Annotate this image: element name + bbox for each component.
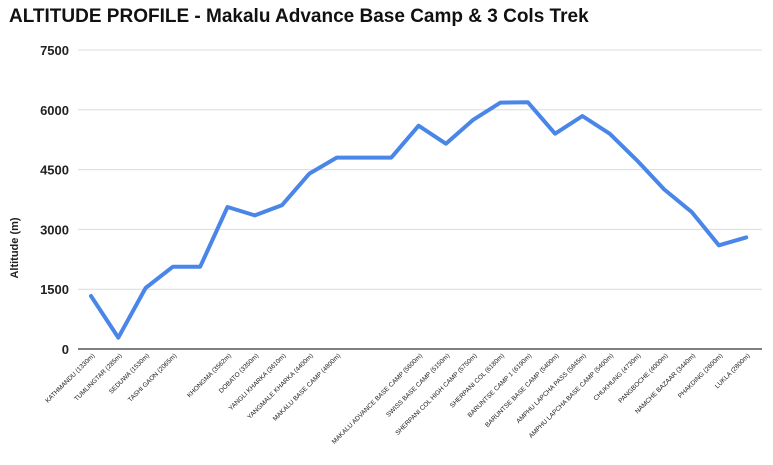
series-layer — [89, 100, 749, 340]
y-axis-ticks: 0 1500 3000 4500 6000 7500 — [40, 43, 69, 357]
y-tick-label: 7500 — [40, 43, 69, 58]
series-line — [89, 100, 749, 340]
y-tick-label: 1500 — [40, 282, 69, 297]
x-tick-label: KHONGMA (3562m) — [186, 352, 233, 399]
grid-lines — [78, 49, 762, 350]
x-tick-label: KATHMANDU (1330m) — [44, 352, 96, 404]
y-tick-label: 0 — [62, 342, 69, 357]
x-tick-label: TASHI GAON (2065m) — [127, 352, 178, 403]
x-tick-label: CHUKHUNG (4730m) — [593, 352, 643, 402]
chart-title: ALTITUDE PROFILE - Makalu Advance Base C… — [9, 6, 589, 27]
y-tick-label: 6000 — [40, 103, 69, 118]
y-axis-label: Altitude (m) — [9, 217, 21, 278]
x-axis-ticks: KATHMANDU (1330m)TUMLINGTAR (285m)SEDUWA… — [44, 352, 751, 445]
x-tick-label: TUMLINGTAR (285m) — [73, 352, 123, 402]
x-tick-label: SHERPANI COL (6180m) — [449, 352, 506, 409]
y-tick-label: 4500 — [40, 163, 69, 178]
x-tick-label: YANGLI KHARKA (3610m) — [228, 352, 288, 412]
x-tick-label: MAKALU ADVANCE BASE CAMP (5600m) — [331, 352, 424, 445]
x-tick-label: PANGBOCHE (4000m) — [617, 352, 669, 404]
y-tick-label: 3000 — [40, 222, 69, 237]
